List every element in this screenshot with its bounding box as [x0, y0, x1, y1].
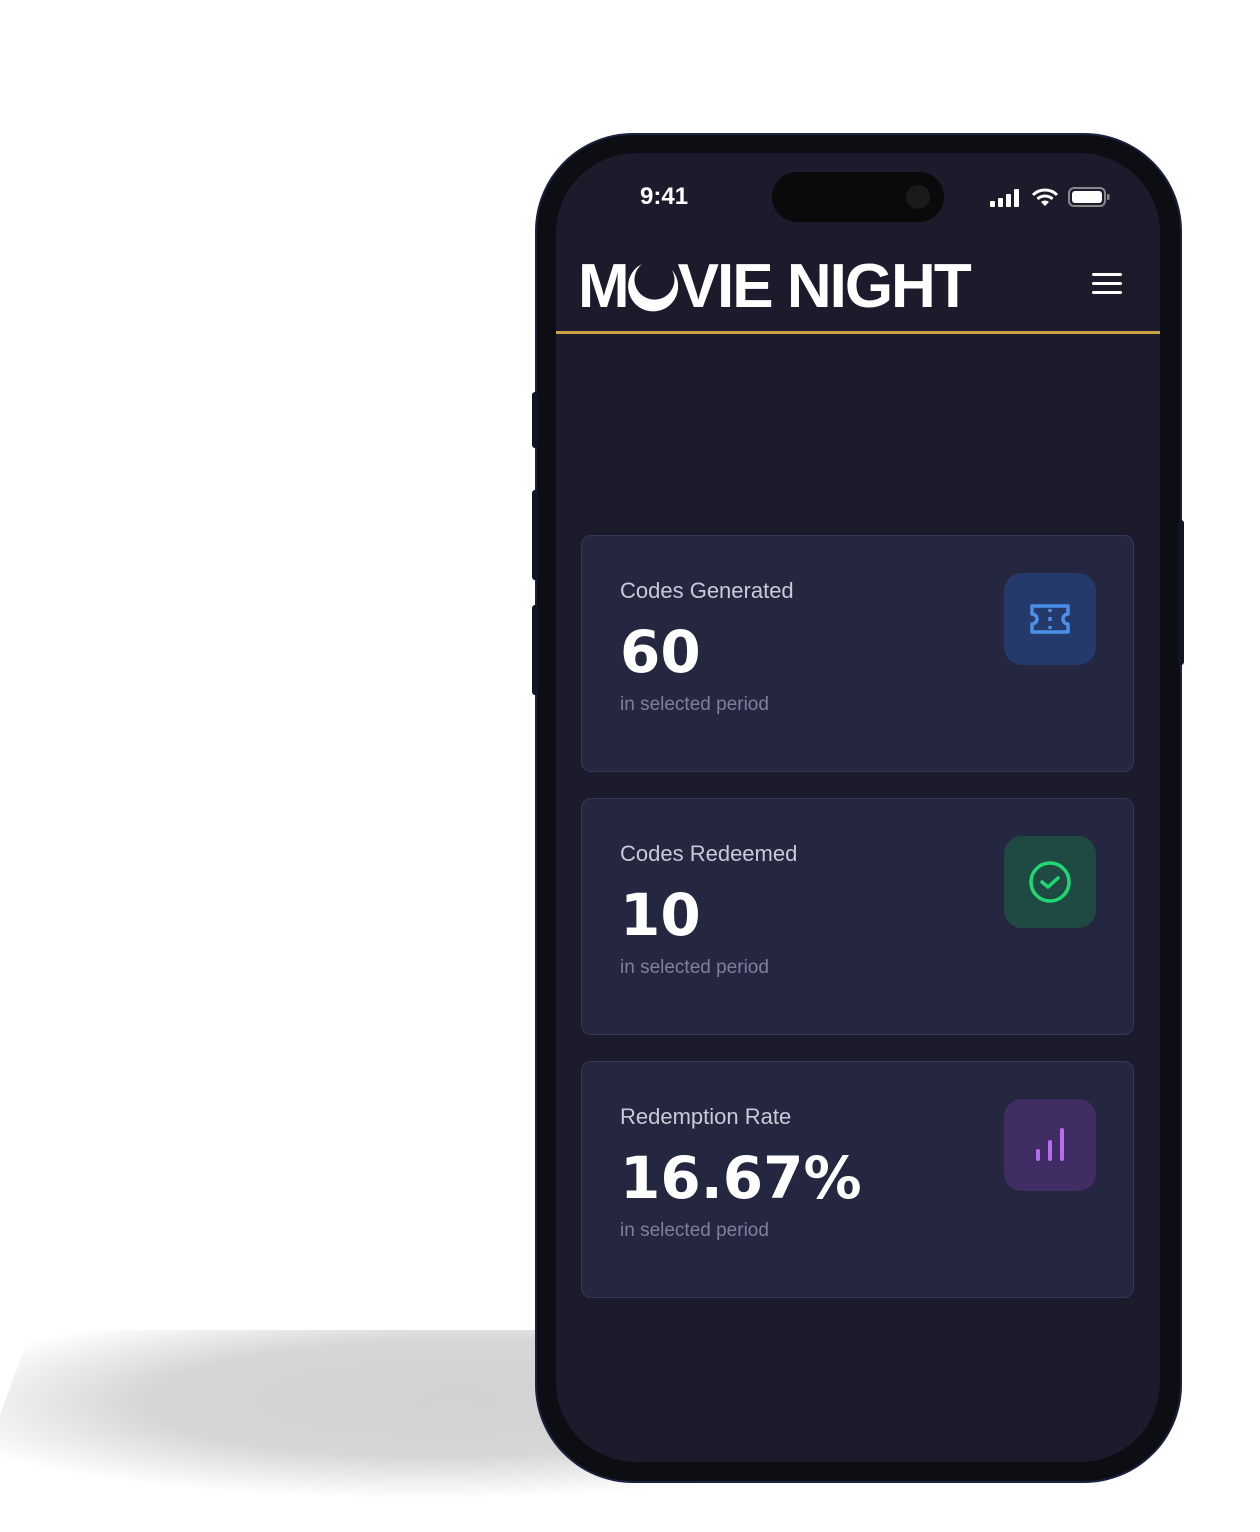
hamburger-icon[interactable] — [1092, 273, 1122, 300]
stat-value: 16.67% — [620, 1144, 862, 1212]
ticket-icon — [1004, 573, 1096, 665]
camera — [906, 185, 930, 209]
dynamic-island — [772, 172, 944, 222]
stat-value: 60 — [620, 618, 701, 686]
stat-caption: in selected period — [620, 694, 769, 715]
stat-label: Codes Generated — [620, 578, 794, 603]
stat-card-codes-generated: Codes Generated 60 in selected period — [581, 535, 1134, 772]
wifi-icon — [1032, 188, 1058, 206]
stat-caption: in selected period — [620, 957, 769, 978]
status-bar: 9:41 — [556, 153, 1160, 233]
stat-card-redemption-rate: Redemption Rate 16.67% in selected perio… — [581, 1061, 1134, 1298]
logo-text: M — [578, 252, 630, 321]
phone-button — [1178, 520, 1184, 665]
phone-button — [532, 605, 538, 695]
phone-screen: 9:41 M VIE NIGHT Codes Generated 60 in s… — [556, 153, 1160, 1462]
bar-chart-icon — [1004, 1099, 1096, 1191]
logo-text: VIE NIGHT — [677, 252, 972, 321]
stat-label: Codes Redeemed — [620, 841, 798, 866]
stat-caption: in selected period — [620, 1220, 769, 1241]
app-header: M VIE NIGHT — [556, 233, 1160, 334]
movie-night-logo[interactable]: M VIE NIGHT — [578, 251, 972, 322]
stat-card-codes-redeemed: Codes Redeemed 10 in selected period — [581, 798, 1134, 1035]
check-circle-icon — [1004, 836, 1096, 928]
stat-value: 10 — [620, 881, 701, 949]
status-time: 9:41 — [640, 183, 689, 210]
battery-icon — [1068, 187, 1110, 207]
phone-button — [532, 490, 538, 580]
stat-label: Redemption Rate — [620, 1104, 792, 1129]
signal-icon — [990, 189, 1019, 207]
crescent-moon-icon — [627, 263, 678, 311]
phone-button — [532, 392, 538, 448]
